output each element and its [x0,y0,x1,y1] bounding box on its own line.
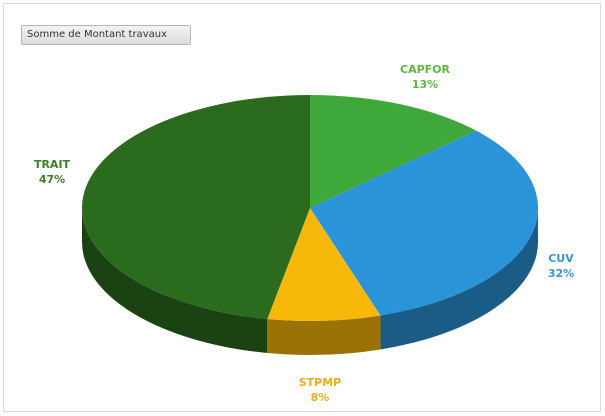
data-label-percent-capfor: 13% [412,78,438,91]
data-label-category-cuv: CUV [548,252,574,265]
data-label-percent-stpmp: 8% [311,391,330,404]
pie-side-trait [82,208,268,353]
pie-slice-cuv[interactable] [310,130,538,316]
pie-slice-trait[interactable] [81,95,310,319]
data-label-percent-trait: 47% [39,173,65,186]
data-label-category-stpmp: STPMP [299,376,342,389]
pie-side-cuv [380,208,538,350]
value-field-button[interactable]: Somme de Montant travaux [21,25,191,45]
data-label-percent-cuv: 32% [548,267,574,280]
pie-side-stpmp [267,315,381,355]
data-label-category-capfor: CAPFOR [400,63,451,76]
data-label-category-trait: TRAIT [34,158,71,171]
pie-slice-capfor[interactable] [310,95,477,208]
pie-slice-stpmp[interactable] [267,208,381,321]
